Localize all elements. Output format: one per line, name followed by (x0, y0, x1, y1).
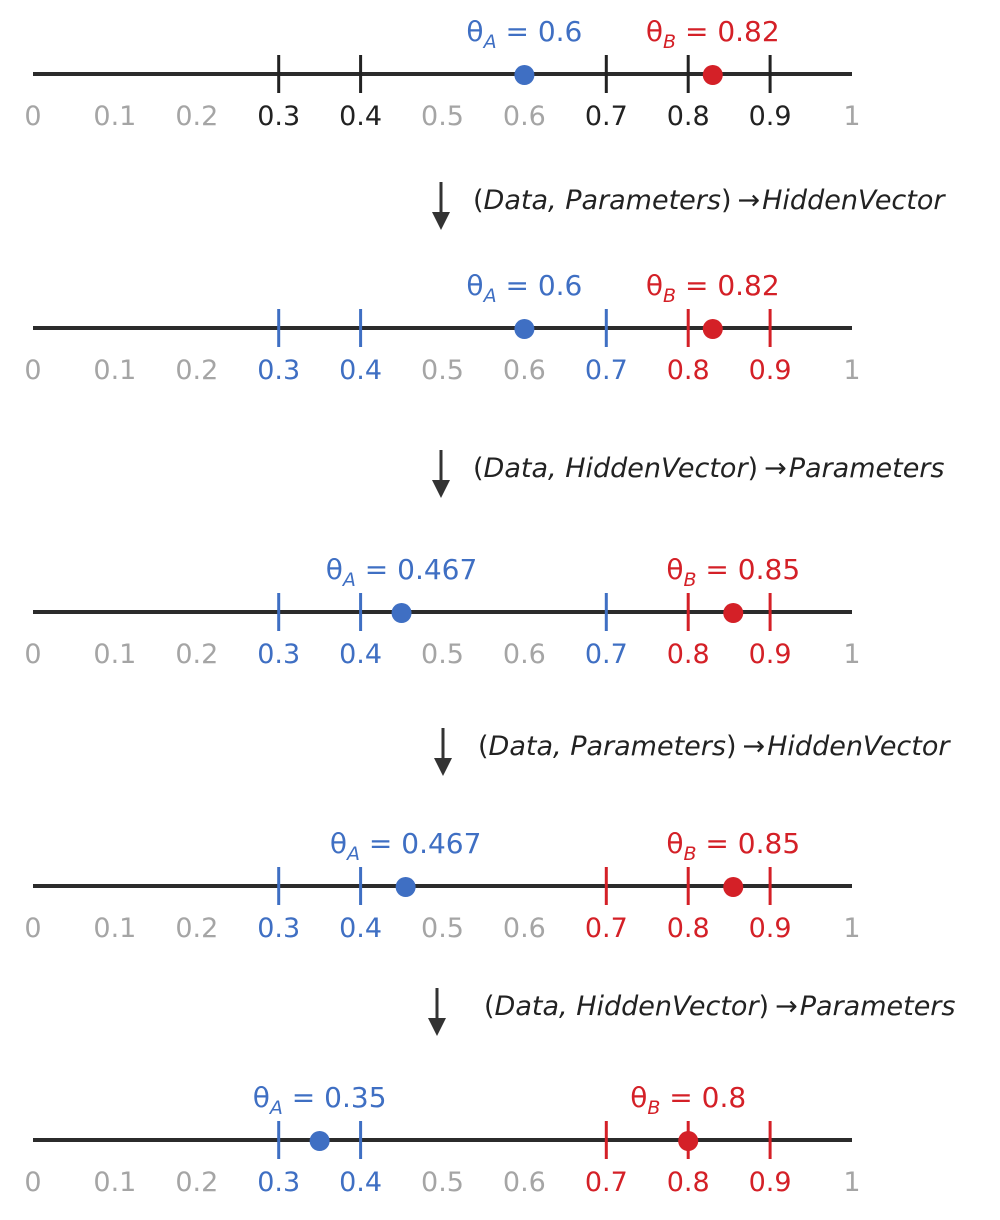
tick-label: 0.8 (667, 1167, 710, 1198)
theta-a-label: θA = 0.6 (466, 269, 582, 307)
tick-label: 0.8 (667, 913, 710, 944)
tick-label: 0 (24, 1167, 41, 1198)
number-line-2: 0 0.1 0.2 0.3 0.4 0.5 0.6 0.7 0.8 0.9 1 θA = 0.6 θB … (24, 269, 860, 386)
tick-label: 0.1 (93, 639, 136, 670)
step-2: (Data, HiddenVector) →Parameters (432, 450, 944, 498)
tick-label: 0 (24, 355, 41, 386)
tick-label: 0.5 (421, 913, 464, 944)
tick-label: 0.3 (257, 913, 300, 944)
theta-a-label: θA = 0.35 (253, 1081, 387, 1119)
right-arrow-icon: → (764, 453, 787, 484)
tick-label: 0.5 (421, 101, 464, 132)
theta-a-label: θA = 0.6 (466, 15, 582, 53)
tick-label: 0.4 (339, 355, 382, 386)
step-3: (Data, Parameters) →HiddenVector (434, 728, 951, 776)
tick-label: 0.7 (585, 101, 628, 132)
tick-label: 0.6 (503, 1167, 546, 1198)
tick-label: 1 (843, 913, 860, 944)
tick-label: 1 (843, 639, 860, 670)
tick-label: 0 (24, 639, 41, 670)
tick-label: 0.5 (421, 355, 464, 386)
tick-label: 0.6 (503, 913, 546, 944)
tick-label: 0.4 (339, 1167, 382, 1198)
tick-label: 0.8 (667, 639, 710, 670)
tick-label: 0.7 (585, 1167, 628, 1198)
tick-label: 0.9 (749, 355, 792, 386)
right-arrow-icon: → (775, 991, 798, 1022)
step-1: (Data, Parameters) →HiddenVector (432, 182, 946, 230)
tick-label: 0.9 (749, 1167, 792, 1198)
theta-a-point (514, 65, 535, 85)
tick-label: 0.1 (93, 101, 136, 132)
theta-b-point (702, 319, 723, 339)
step-expression: (Data, HiddenVector) →Parameters (484, 991, 955, 1022)
tick-label: 0.9 (749, 913, 792, 944)
tick-label: 0.7 (585, 355, 628, 386)
number-line-1: 0 0.1 0.2 0.3 0.4 0.5 0.6 0.7 0.8 0.9 1 θA = 0.6 θB … (24, 15, 860, 132)
theta-b-point (723, 877, 744, 897)
theta-a-point (395, 877, 416, 897)
right-arrow-icon: → (743, 731, 766, 762)
tick-label: 0.3 (257, 1167, 300, 1198)
tick-label: 0.4 (339, 101, 382, 132)
tick-label: 0.4 (339, 639, 382, 670)
down-arrow-icon (432, 450, 450, 498)
theta-a-point (391, 603, 412, 623)
step-4: (Data, HiddenVector) →Parameters (428, 988, 955, 1036)
right-arrow-icon: → (738, 185, 761, 216)
theta-b-point (702, 65, 723, 85)
tick-label: 0.1 (93, 913, 136, 944)
theta-b-label: θB = 0.85 (666, 827, 800, 865)
tick-label: 0.2 (175, 1167, 218, 1198)
theta-b-point (723, 603, 744, 623)
tick-label: 0.2 (175, 355, 218, 386)
down-arrow-icon (432, 182, 450, 230)
theta-b-label: θB = 0.82 (646, 15, 780, 53)
tick-label: 0.5 (421, 639, 464, 670)
tick-label: 0.8 (667, 355, 710, 386)
theta-b-point (678, 1131, 699, 1151)
tick-label: 0.6 (503, 639, 546, 670)
number-line-5: 0 0.1 0.2 0.3 0.4 0.5 0.6 0.7 0.8 0.9 1 θA = 0.35 θB… (24, 1081, 860, 1198)
tick-label: 0.9 (749, 101, 792, 132)
tick-label: 0.8 (667, 101, 710, 132)
step-expression: (Data, HiddenVector) →Parameters (473, 453, 944, 484)
tick-label: 0.7 (585, 639, 628, 670)
step-expression: (Data, Parameters) →HiddenVector (473, 185, 946, 216)
tick-label: 1 (843, 101, 860, 132)
tick-label: 0.3 (257, 101, 300, 132)
tick-label: 1 (843, 1167, 860, 1198)
theta-b-label: θB = 0.82 (646, 269, 780, 307)
tick-label: 0.6 (503, 101, 546, 132)
theta-a-label: θA = 0.467 (330, 827, 482, 865)
tick-label: 0 (24, 101, 41, 132)
number-line-4: 0 0.1 0.2 0.3 0.4 0.5 0.6 0.7 0.8 0.9 1 θA = 0.467 θ… (24, 827, 860, 944)
number-line-3: 0 0.1 0.2 0.3 0.4 0.5 0.6 0.7 0.8 0.9 1 θA = 0.467 θ… (24, 553, 860, 670)
tick-label: 0.5 (421, 1167, 464, 1198)
down-arrow-icon (434, 728, 452, 776)
theta-a-label: θA = 0.467 (326, 553, 478, 591)
tick-label: 0.9 (749, 639, 792, 670)
theta-b-label: θB = 0.8 (630, 1081, 746, 1119)
tick-label: 0.7 (585, 913, 628, 944)
theta-a-point (309, 1131, 330, 1151)
tick-label: 0.1 (93, 1167, 136, 1198)
tick-label: 0.3 (257, 355, 300, 386)
tick-label: 0 (24, 913, 41, 944)
tick-label: 0.4 (339, 913, 382, 944)
theta-b-label: θB = 0.85 (666, 553, 800, 591)
theta-a-point (514, 319, 535, 339)
tick-label: 0.3 (257, 639, 300, 670)
step-expression: (Data, Parameters) →HiddenVector (478, 731, 951, 762)
tick-label: 0.1 (93, 355, 136, 386)
down-arrow-icon (428, 988, 446, 1036)
tick-label: 0.2 (175, 913, 218, 944)
tick-label: 0.2 (175, 101, 218, 132)
tick-label: 1 (843, 355, 860, 386)
tick-label: 0.6 (503, 355, 546, 386)
tick-label: 0.2 (175, 639, 218, 670)
